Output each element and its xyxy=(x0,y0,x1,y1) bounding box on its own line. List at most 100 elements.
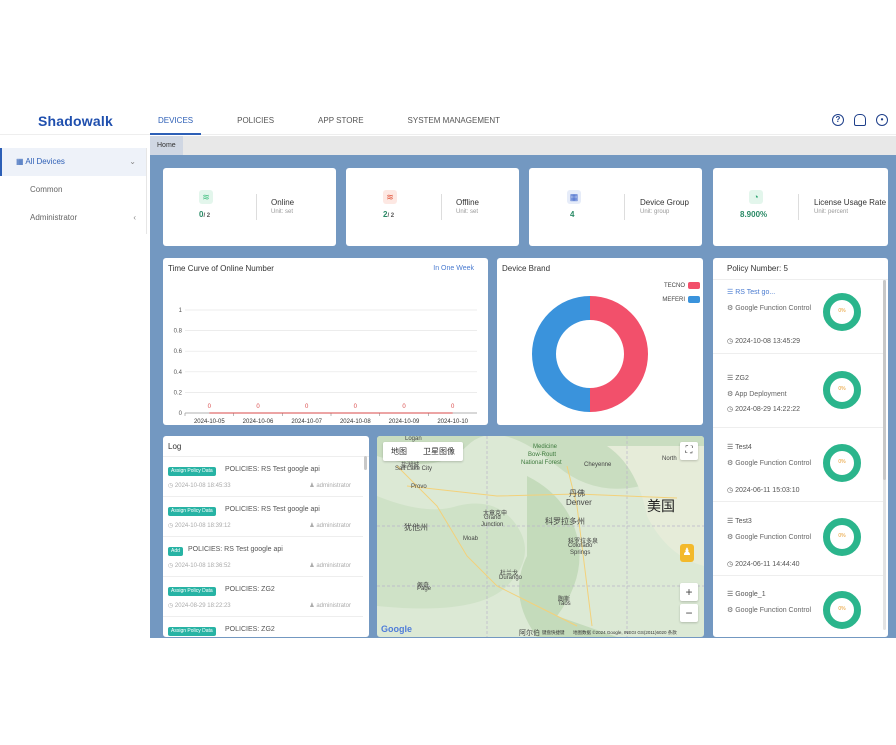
legend-swatch xyxy=(688,282,700,289)
user-icon: ♟ xyxy=(309,523,317,529)
breadcrumb-home[interactable]: Home xyxy=(150,136,183,155)
policy-progress-ring: 0% xyxy=(823,371,861,409)
help-icon[interactable]: ? xyxy=(832,114,844,126)
clock-icon: ◔ xyxy=(749,190,763,204)
clock-icon: ◷ xyxy=(727,406,736,413)
keyboard-shortcuts-link[interactable]: 键盘快捷键 xyxy=(542,630,565,635)
log-time: ◷ 2024-10-08 18:39:12 xyxy=(168,523,231,529)
bell-icon[interactable] xyxy=(854,114,866,126)
log-entry[interactable]: Assign Policy Data POLICIES: RS Test goo… xyxy=(163,457,363,497)
clock-icon: ◷ xyxy=(727,338,736,345)
tab-devices[interactable]: DEVICES xyxy=(150,107,202,135)
log-text: POLICIES: RS Test google api xyxy=(225,466,320,473)
fullscreen-icon[interactable]: ⛶ xyxy=(680,442,698,460)
user-icon: ♟ xyxy=(309,563,317,569)
tab-policies[interactable]: POLICIES xyxy=(237,116,275,125)
google-logo: Google xyxy=(381,624,412,634)
list-icon: ☰ xyxy=(727,444,736,451)
policy-name[interactable]: ☰ Test4 xyxy=(727,444,752,451)
list-icon: ☰ xyxy=(727,375,736,382)
policy-item[interactable]: ☰ ZG2 ⚙ App Deployment ◷ 2024-08-29 14:2… xyxy=(713,354,883,428)
sidebar-item-administrator[interactable]: Administrator ‹ xyxy=(0,204,146,232)
policy-name[interactable]: ☰ ZG2 xyxy=(727,375,749,382)
log-user: ♟ administrator xyxy=(309,563,351,569)
map-label: Moab xyxy=(463,536,479,542)
policy-type: ⚙ Google Function Control xyxy=(727,460,812,467)
stat-value: 8.900% xyxy=(740,210,768,219)
policy-type-icon: ⚙ xyxy=(727,460,736,467)
map-label: 科罗拉多州 xyxy=(545,517,585,526)
sidebar-item-common[interactable]: Common xyxy=(0,176,146,204)
zoom-out-button[interactable]: − xyxy=(680,604,698,622)
log-entry[interactable]: Assign Policy Data POLICIES: ZG2 xyxy=(163,617,363,637)
policy-progress-value: 0% xyxy=(838,459,846,465)
policy-scrollbar-thumb[interactable] xyxy=(883,280,886,480)
tab-system-management[interactable]: SYSTEM MANAGEMENT xyxy=(407,116,500,125)
map-label: Bow-Routt xyxy=(528,452,557,458)
user-icon: ♟ xyxy=(309,603,317,609)
sidebar-item-all-devices[interactable]: ▦ All Devices ⌄ xyxy=(0,148,146,176)
map-label: Springs xyxy=(570,550,591,556)
policy-name[interactable]: ☰ RS Test go... xyxy=(727,289,776,296)
log-user: ♟ administrator xyxy=(309,603,351,609)
list-icon: ☰ xyxy=(727,518,736,525)
y-tick-label: 0.6 xyxy=(174,349,183,355)
map-tab-map[interactable]: 地图 xyxy=(391,447,407,456)
log-badge: Assign Policy Data xyxy=(168,627,216,636)
policy-name[interactable]: ☰ Google_1 xyxy=(727,591,766,598)
log-entry[interactable]: Add POLICIES: RS Test google api ◷ 2024-… xyxy=(163,537,363,577)
group-icon: ▦ xyxy=(567,190,581,204)
policy-progress-ring: 0% xyxy=(823,518,861,556)
header-icons: ? • xyxy=(832,114,888,126)
chevron-down-icon: ⌄ xyxy=(129,157,136,166)
device-map[interactable]: 地图 卫星图像 ⛶ Logan Medicine Bow-Routt Natio… xyxy=(377,436,704,637)
range-link[interactable]: In One Week xyxy=(433,265,474,272)
log-user: ♟ administrator xyxy=(309,523,351,529)
policy-time: ◷ 2024-10-08 13:45:29 xyxy=(727,338,801,345)
app-logo[interactable]: Shadowalk xyxy=(38,113,113,129)
policy-time: ◷ 2024-08-29 14:22:22 xyxy=(727,406,801,413)
policy-item[interactable]: ☰ RS Test go... ⚙ Google Function Contro… xyxy=(713,280,883,354)
map-label: 杜兰戈 xyxy=(500,571,519,577)
policy-item[interactable]: ☰ Google_1 ⚙ Google Function Control 0% xyxy=(713,576,883,637)
map-tab-satellite[interactable]: 卫星图像 xyxy=(423,447,455,456)
policy-progress-value: 0% xyxy=(838,386,846,392)
x-tick-label: 2024-10-06 xyxy=(243,419,274,425)
policy-item[interactable]: ☰ Test3 ⚙ Google Function Control ◷ 2024… xyxy=(713,502,883,576)
policy-type-icon: ⚙ xyxy=(727,607,736,614)
policy-item[interactable]: ☰ Test4 ⚙ Google Function Control ◷ 2024… xyxy=(713,428,883,502)
user-icon[interactable]: • xyxy=(876,114,888,126)
tab-app-store[interactable]: APP STORE xyxy=(318,116,364,125)
map-label: Durango xyxy=(499,575,523,581)
policy-type: ⚙ Google Function Control xyxy=(727,607,812,614)
data-label: 0 xyxy=(305,404,309,410)
log-entry[interactable]: Assign Policy Data POLICIES: RS Test goo… xyxy=(163,497,363,537)
policy-type-icon: ⚙ xyxy=(727,305,736,312)
map-label: Medicine xyxy=(533,444,558,450)
list-icon: ☰ xyxy=(727,591,736,598)
stat-value: 2/ 2 xyxy=(383,210,395,219)
log-scrollbar[interactable] xyxy=(364,456,367,470)
policy-progress-ring: 0% xyxy=(823,444,861,482)
wifi-off-icon: ≋ xyxy=(383,190,397,204)
x-tick-label: 2024-10-09 xyxy=(389,419,420,425)
stat-unit: Unit: set xyxy=(271,209,294,215)
zoom-in-button[interactable]: + xyxy=(680,583,698,601)
map-label: 阿尔伯 xyxy=(519,630,540,637)
map-label: Taos xyxy=(558,601,571,607)
map-attribution: 地图数据 ©2024 Google, INEGI GS(2011)6020 条款 xyxy=(573,630,677,635)
log-entry[interactable]: Assign Policy Data POLICIES: ZG2 ◷ 2024-… xyxy=(163,577,363,617)
main-nav: DEVICES POLICIES APP STORE SYSTEM MANAGE… xyxy=(150,107,536,135)
policy-type: ⚙ Google Function Control xyxy=(727,534,812,541)
breadcrumb: Home xyxy=(150,136,896,155)
log-text: POLICIES: RS Test google api xyxy=(188,546,283,553)
log-time: ◷ 2024-10-08 18:45:33 xyxy=(168,483,231,489)
stat-label: License Usage Rate xyxy=(814,198,887,207)
user-icon: ♟ xyxy=(309,483,317,489)
pegman-icon[interactable]: ♟ xyxy=(680,544,694,562)
stat-label: Online xyxy=(271,198,295,207)
policy-name[interactable]: ☰ Test3 xyxy=(727,518,752,525)
top-bar: Shadowalk DEVICES POLICIES APP STORE SYS… xyxy=(0,107,896,135)
log-time: ◷ 2024-08-29 18:22:23 xyxy=(168,603,231,609)
log-badge: Assign Policy Data xyxy=(168,467,216,476)
